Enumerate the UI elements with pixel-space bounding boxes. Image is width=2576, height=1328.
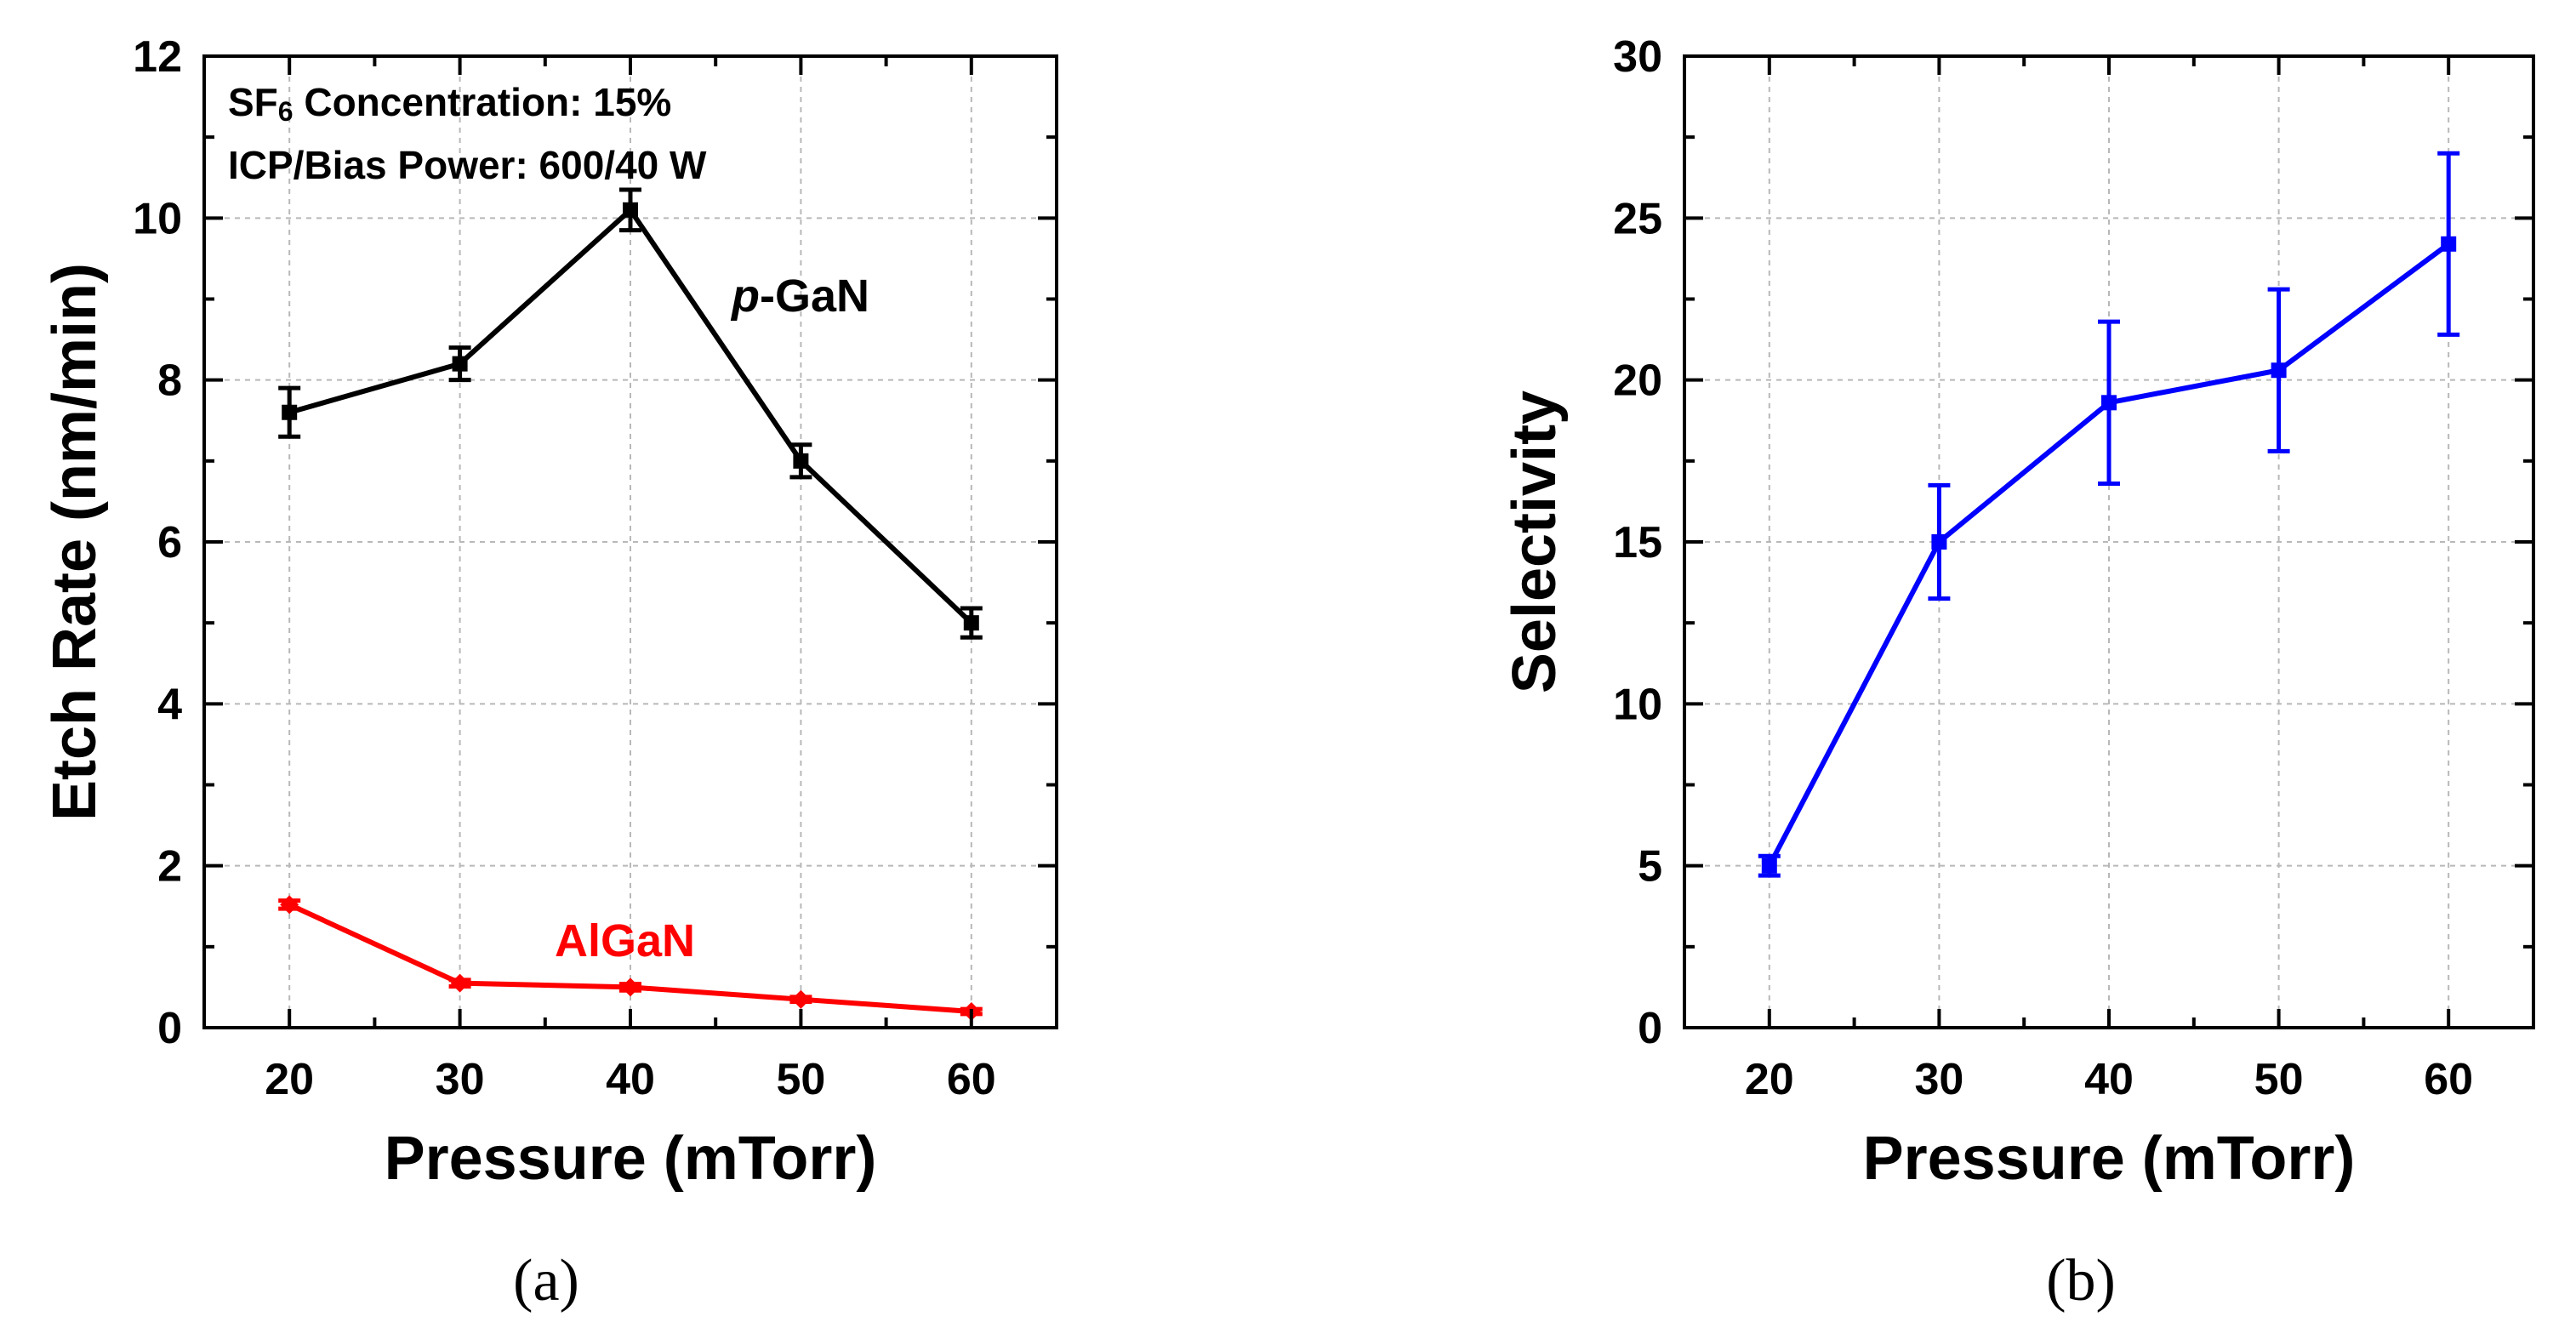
panel-a-y-tick-label: 12: [133, 32, 182, 82]
panel-a-x-tick-label: 40: [606, 1055, 655, 1104]
panel-a-series-1-point: [791, 989, 811, 1009]
panel-b-x-axis-label: Pressure (mTorr): [1863, 1125, 2356, 1193]
panel-a-etch-rate-chart: 20 30 40 50 60 0 2 4 6 8 10 12 Pressure (mTorr) Etc…: [41, 32, 1058, 1314]
panel-b-x-tick-label: 30: [1914, 1055, 1963, 1104]
panel-a-x-tick-label: 50: [776, 1055, 825, 1104]
annotation-sf6-concentration: SF6 Concentration: 15%: [228, 80, 671, 127]
panel-a-series-0-point: [963, 615, 979, 631]
panel-b-y-tick-label: 15: [1613, 518, 1662, 567]
panel-b-x-tick-label: 40: [2084, 1055, 2134, 1104]
panel-b-series-0-point: [1931, 534, 1947, 550]
panel-a-x-axis-label: Pressure (mTorr): [385, 1125, 877, 1193]
panel-a-x-tick-label: 30: [436, 1055, 485, 1104]
panel-a-series-0-point: [282, 404, 298, 420]
panel-a-series-0-point: [452, 356, 468, 372]
panel-a-y-tick-label: 10: [133, 194, 182, 243]
panel-a-y-tick-label: 0: [157, 1004, 182, 1053]
panel-a-y-tick-label: 8: [157, 356, 182, 406]
panel-b-label: (b): [2046, 1248, 2116, 1314]
panel-a-y-tick-label: 2: [157, 842, 182, 892]
panel-b-x-tick-label: 50: [2254, 1055, 2304, 1104]
panel-b-y-tick-label: 0: [1638, 1004, 1662, 1053]
panel-a-series-1-point: [450, 973, 470, 993]
series-label-p-gan: p-GaN: [730, 271, 869, 322]
panel-b-y-tick-label: 10: [1613, 680, 1662, 729]
panel-a-y-axis-label: Etch Rate (nm/min): [41, 263, 109, 821]
panel-a-y-tick-label: 6: [157, 518, 182, 567]
panel-a-series-1-point: [280, 895, 299, 915]
panel-b-series-0-point: [2271, 362, 2287, 379]
panel-b-y-tick-label: 5: [1638, 842, 1662, 892]
panel-b-y-tick-label: 25: [1613, 194, 1662, 243]
panel-a-series-1-point: [621, 977, 640, 997]
panel-b-series-0-point: [1761, 858, 1777, 874]
panel-a-y-tick-label: 4: [157, 680, 182, 729]
panel-a-series-0-point: [623, 202, 638, 218]
panel-a-x-tick-label: 60: [947, 1055, 996, 1104]
panel-b-y-tick-label: 20: [1613, 356, 1662, 406]
panel-b-y-axis-label: Selectivity: [1501, 390, 1569, 693]
panel-a-label: (a): [513, 1248, 579, 1314]
panel-a-series-0-point: [793, 453, 809, 469]
annotation-icp-bias-power: ICP/Bias Power: 600/40 W: [228, 143, 707, 187]
panel-a-x-tick-label: 20: [265, 1055, 314, 1104]
panel-b-y-tick-label: 30: [1613, 32, 1662, 82]
series-label-algan: AlGaN: [555, 915, 695, 966]
panel-b-x-tick-label: 60: [2424, 1055, 2473, 1104]
panel-b-series-0-point: [2441, 236, 2457, 252]
panel-b-x-tick-label: 20: [1745, 1055, 1794, 1104]
panel-b-series-0-point: [2101, 395, 2117, 411]
